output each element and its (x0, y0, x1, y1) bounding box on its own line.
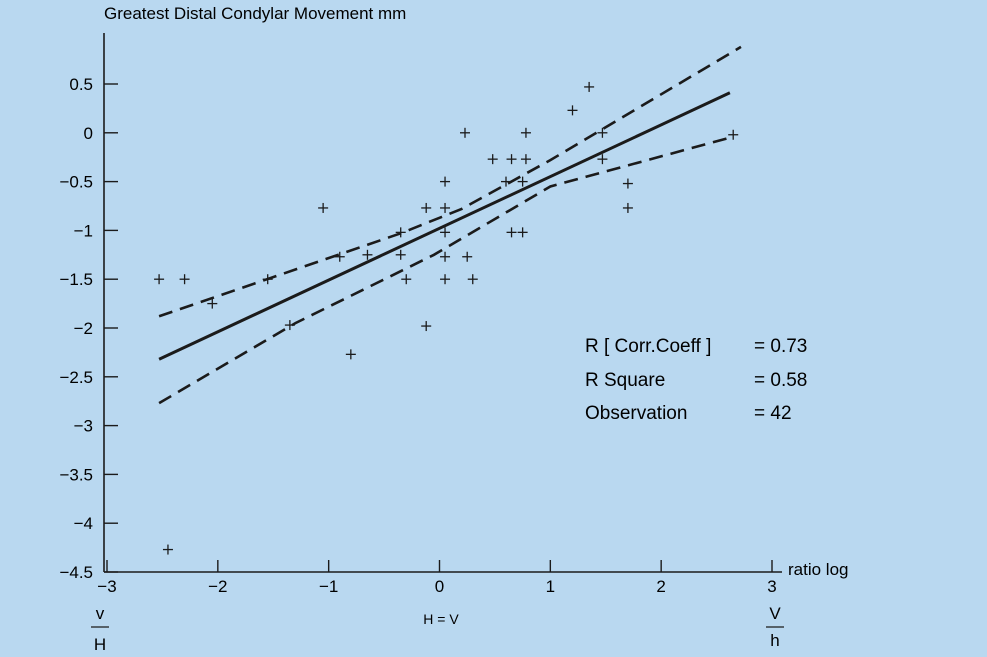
data-point (520, 154, 531, 165)
x-axis-label: ratio log (788, 560, 848, 579)
x-tick-label: −3 (97, 577, 116, 596)
data-point (622, 202, 633, 213)
x-tick-label: 0 (435, 577, 444, 596)
y-tick-label: 0.5 (69, 75, 93, 94)
stat-value-rsquare: = 0.58 (754, 370, 807, 391)
data-point (584, 81, 595, 92)
y-tick-label: −4.5 (59, 563, 93, 582)
data-point (440, 227, 451, 238)
regression-line (158, 91, 731, 361)
data-point (440, 251, 451, 262)
data-point (421, 202, 432, 213)
data-point (318, 202, 329, 213)
data-point (467, 274, 478, 285)
y-tick-label: −2 (74, 319, 93, 338)
data-point (421, 321, 432, 332)
data-point (207, 298, 218, 309)
chart-title: Greatest Distal Condylar Movement mm (104, 4, 406, 23)
stat-value-corr: = 0.73 (754, 336, 807, 357)
data-point (487, 154, 498, 165)
data-point (567, 105, 578, 116)
y-tick-label: −4 (74, 514, 93, 533)
y-tick-label: −2.5 (59, 368, 93, 387)
y-tick-label: −0.5 (59, 173, 93, 192)
data-point (440, 202, 451, 213)
center-annotation: H = V (423, 611, 459, 627)
data-point (284, 320, 295, 331)
data-point (395, 249, 406, 260)
stat-label-observation: Observation (585, 403, 687, 424)
data-point (262, 274, 273, 285)
data-point (179, 274, 190, 285)
data-point (440, 274, 451, 285)
data-point (597, 127, 608, 138)
data-point (517, 176, 528, 187)
x-tick-label: 1 (546, 577, 555, 596)
data-point (401, 274, 412, 285)
confidence-lower-line (158, 136, 731, 405)
x-tick-label: −1 (319, 577, 338, 596)
data-point (520, 127, 531, 138)
data-point (506, 227, 517, 238)
right-fraction-numerator: V (769, 604, 781, 623)
y-tick-label: −3.5 (59, 465, 93, 484)
data-point (517, 227, 528, 238)
data-point (440, 176, 451, 187)
y-tick-label: −1.5 (59, 270, 93, 289)
data-point (162, 544, 173, 555)
x-tick-label: 2 (656, 577, 665, 596)
y-tick-label: −3 (74, 417, 93, 436)
y-tick-label: −1 (74, 221, 93, 240)
right-fraction-denominator: h (770, 631, 779, 650)
x-tick-label: −2 (208, 577, 227, 596)
data-point (462, 251, 473, 262)
data-point (622, 178, 633, 189)
data-point (728, 129, 739, 140)
left-fraction-numerator: v (96, 604, 105, 623)
data-point (334, 251, 345, 262)
y-tick-label: 0 (84, 124, 93, 143)
left-fraction-denominator: H (94, 635, 106, 654)
data-point (362, 249, 373, 260)
confidence-upper-line (158, 45, 742, 318)
stat-value-observation: = 42 (754, 403, 792, 424)
data-point (506, 154, 517, 165)
data-point (395, 227, 406, 238)
data-point (154, 274, 165, 285)
data-point (459, 127, 470, 138)
data-point (501, 176, 511, 187)
data-point (345, 349, 356, 360)
x-tick-label: 3 (767, 577, 776, 596)
stat-label-corr: R [ Corr.Coeff ] (585, 336, 711, 357)
data-point (597, 154, 608, 165)
stat-label-rsquare: R Square (585, 370, 665, 391)
